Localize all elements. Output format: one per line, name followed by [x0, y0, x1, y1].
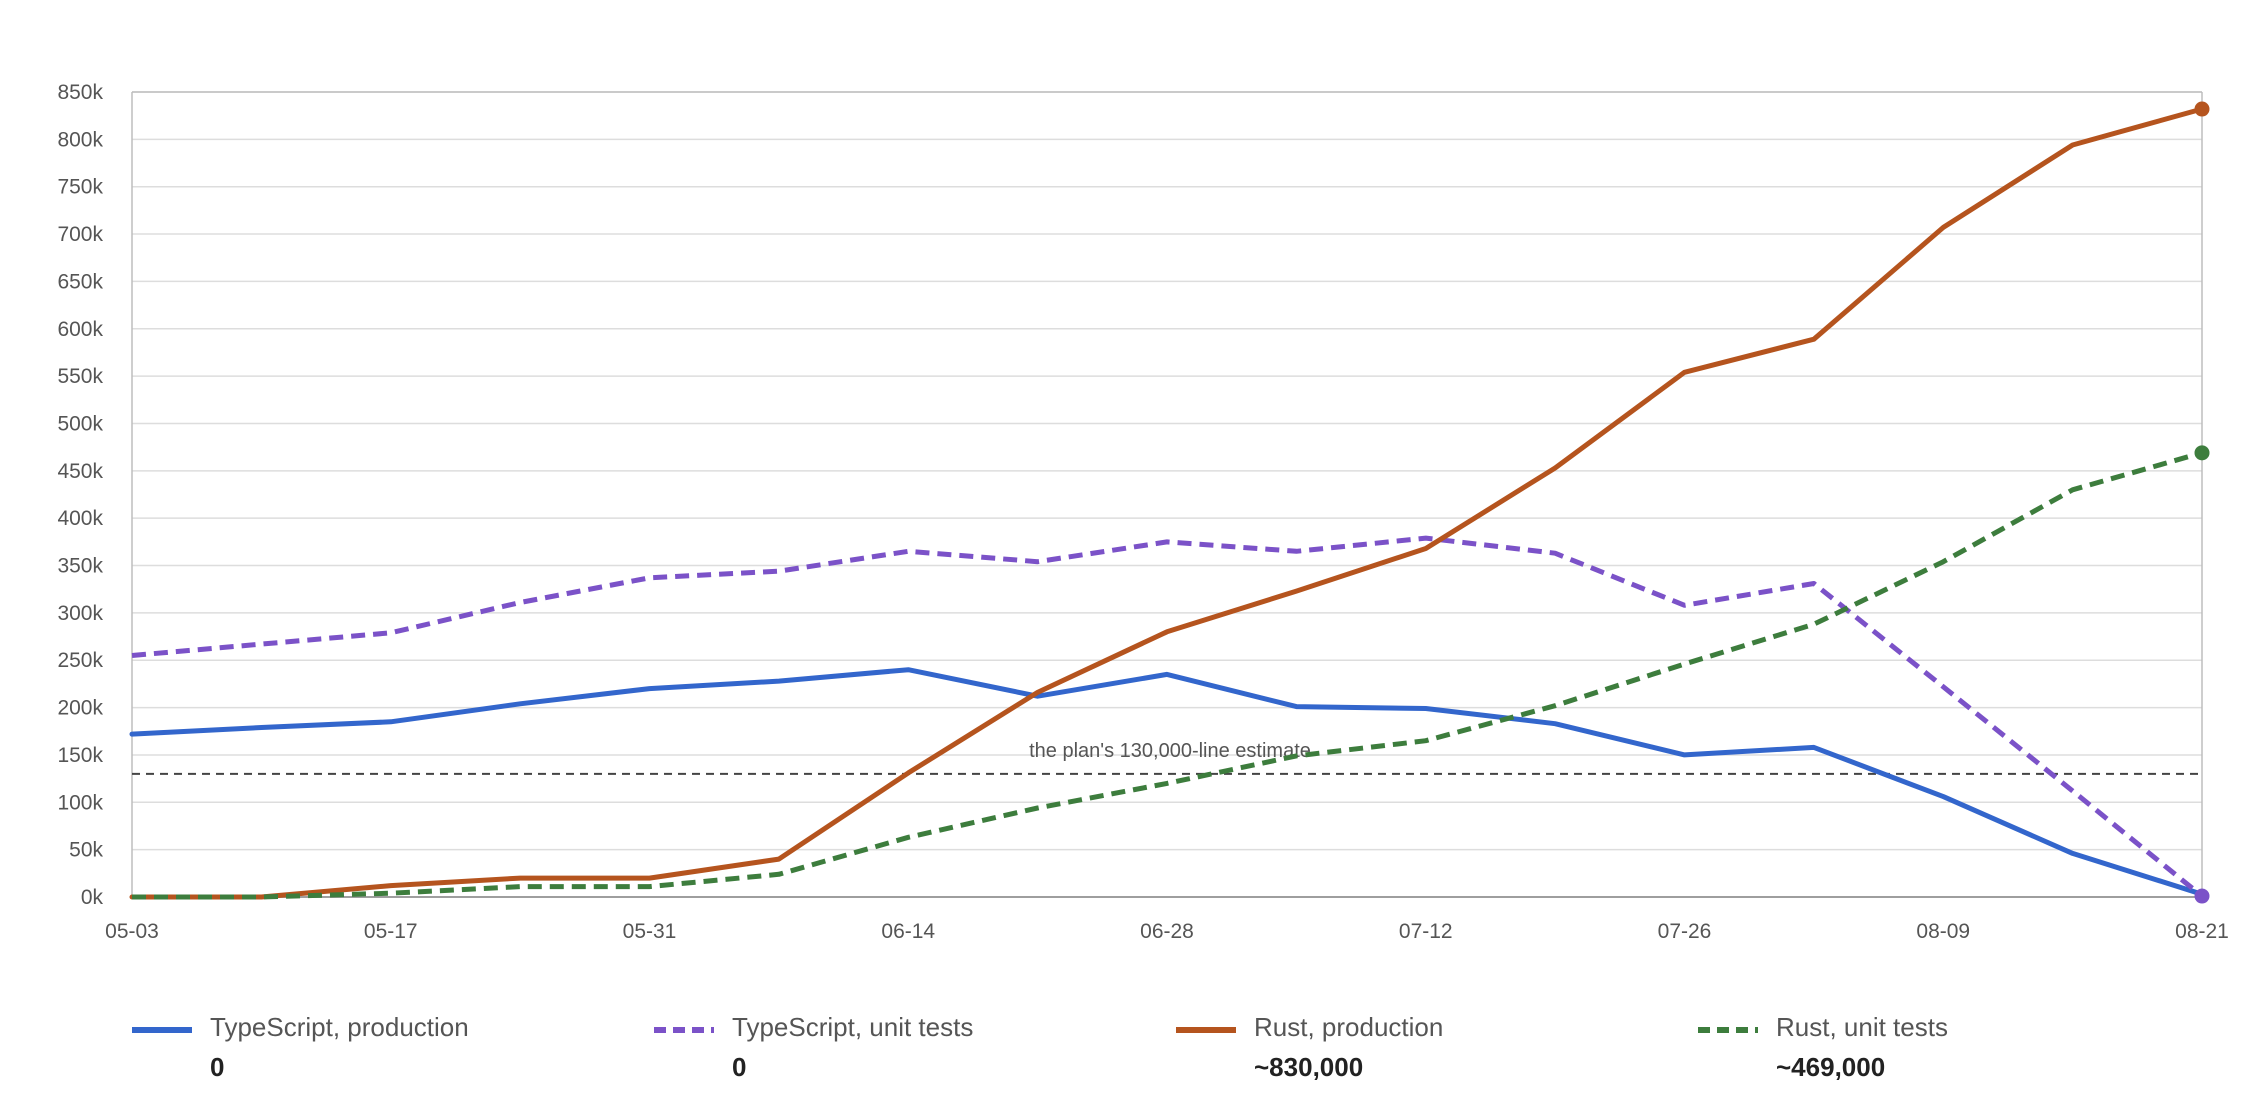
series-line-rust-unit-tests [132, 450, 2203, 900]
series-lines [129, 106, 2205, 900]
series-line-rust-production [129, 106, 2205, 900]
x-tick-label: 08-21 [2175, 920, 2229, 943]
legend-final-value: 0 [210, 1052, 225, 1082]
y-tick-label: 450k [57, 460, 103, 483]
gridlines [132, 91, 2202, 851]
y-tick-label: 650k [57, 270, 103, 293]
y-tick-label: 500k [57, 412, 103, 435]
legend-label: Rust, unit tests [1776, 1012, 1948, 1042]
legend-swatch-typescript-production [132, 1027, 192, 1033]
y-tick-label: 0k [81, 886, 104, 909]
legend-label: TypeScript, unit tests [732, 1012, 974, 1042]
x-tick-label: 07-26 [1658, 920, 1712, 943]
y-tick-label: 150k [57, 744, 103, 767]
end-marker [2194, 888, 2210, 904]
x-tick-label: 05-31 [623, 920, 677, 943]
legend-final-value: ~830,000 [1254, 1052, 1364, 1082]
x-tick-label: 08-09 [1916, 920, 1970, 943]
y-tick-label: 250k [57, 649, 103, 672]
reference-line-group: the plan's 130,000-line estimate [132, 740, 2202, 775]
end-marker [2194, 101, 2210, 117]
y-tick-label: 300k [57, 602, 103, 625]
legend-swatch-rust-production [1176, 1027, 1236, 1033]
x-tick-label: 07-12 [1399, 920, 1453, 943]
x-tick-label: 06-14 [881, 920, 935, 943]
x-tick-label: 06-28 [1140, 920, 1194, 943]
line-chart: 0k 50k 100k 150k 200k 250k 300k 350k 400k 450k 500… [57, 81, 2228, 943]
y-tick-label: 50k [69, 839, 103, 862]
y-tick-label: 800k [57, 128, 103, 151]
end-marker [2194, 445, 2210, 461]
y-tick-label: 700k [57, 223, 103, 246]
x-tick-label: 05-03 [105, 920, 159, 943]
end-markers [2194, 101, 2210, 904]
legend-label: Rust, production [1254, 1012, 1444, 1042]
axes: 0k 50k 100k 150k 200k 250k 300k 350k 400k 450k 500… [57, 81, 2228, 943]
y-tick-label: 600k [57, 318, 103, 341]
y-tick-label: 400k [57, 507, 103, 530]
series-line-typescript-unit-tests [131, 535, 2204, 899]
legend-swatch-rust-unit-tests [1698, 1027, 1758, 1033]
y-tick-label: 750k [57, 176, 103, 199]
reference-line-label: the plan's 130,000-line estimate [1029, 740, 1311, 762]
y-tick-label: 200k [57, 697, 103, 720]
y-tick-label: 550k [57, 365, 103, 388]
x-tick-label: 05-17 [364, 920, 418, 943]
legend-final-value: ~469,000 [1776, 1052, 1886, 1082]
legend-label: TypeScript, production [210, 1012, 469, 1042]
series-line-typescript-production [129, 667, 2205, 897]
legend-swatch-typescript-unit-tests [654, 1027, 714, 1033]
legend: TypeScript, production 0 TypeScript, uni… [0, 1010, 2246, 1110]
y-tick-label: 850k [57, 81, 103, 104]
y-tick-label: 350k [57, 555, 103, 578]
y-tick-label: 100k [57, 791, 103, 814]
legend-final-value: 0 [732, 1052, 747, 1082]
